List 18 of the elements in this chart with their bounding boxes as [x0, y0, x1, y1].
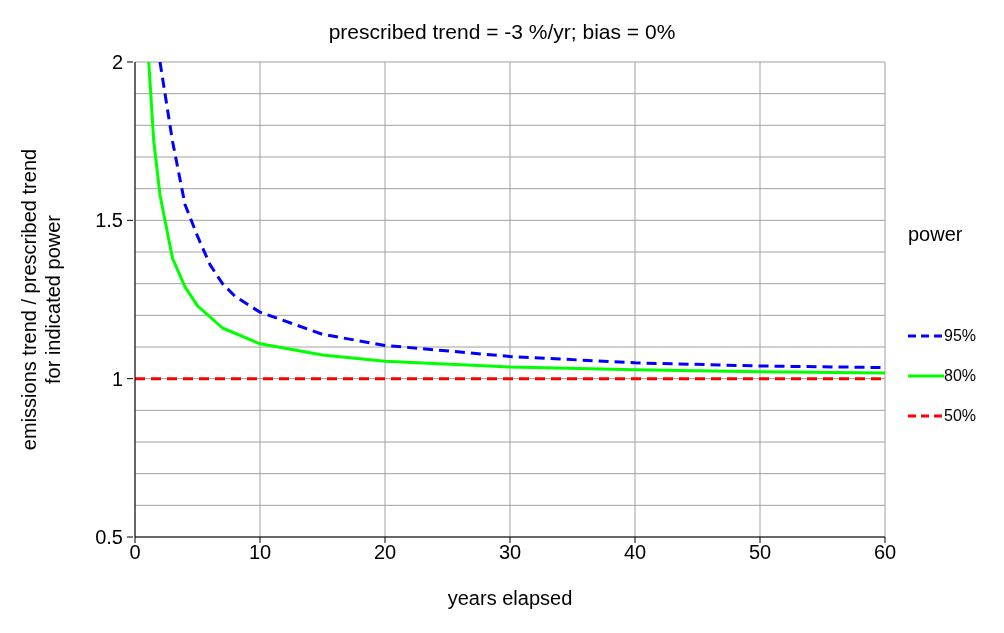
- x-tick-label: 30: [498, 541, 522, 564]
- legend-label: 80%: [944, 367, 977, 385]
- legend-title: power: [908, 223, 964, 246]
- y-axis-title: emissions trend / prescribed trend for indicated power: [18, 148, 64, 451]
- x-tick-label: 60: [873, 541, 897, 564]
- y-tick-label: 1.5: [95, 209, 123, 232]
- y-tick-label: 0.5: [95, 526, 123, 548]
- x-tick-label: 50: [748, 541, 772, 564]
- chart-title: prescribed trend = -3 %/yr; bias = 0%: [327, 20, 677, 44]
- x-tick-label: 0: [129, 541, 141, 564]
- legend-label: 50%: [944, 407, 977, 425]
- x-axis-title: years elapsed: [447, 587, 573, 609]
- x-tick-label: 10: [248, 541, 272, 564]
- y-tick-label: 1: [111, 367, 123, 390]
- x-tick-label: 40: [623, 541, 647, 564]
- legend-label: 95%: [944, 327, 977, 345]
- y-tick-label: 2: [111, 51, 123, 73]
- x-tick-label: 20: [373, 541, 397, 564]
